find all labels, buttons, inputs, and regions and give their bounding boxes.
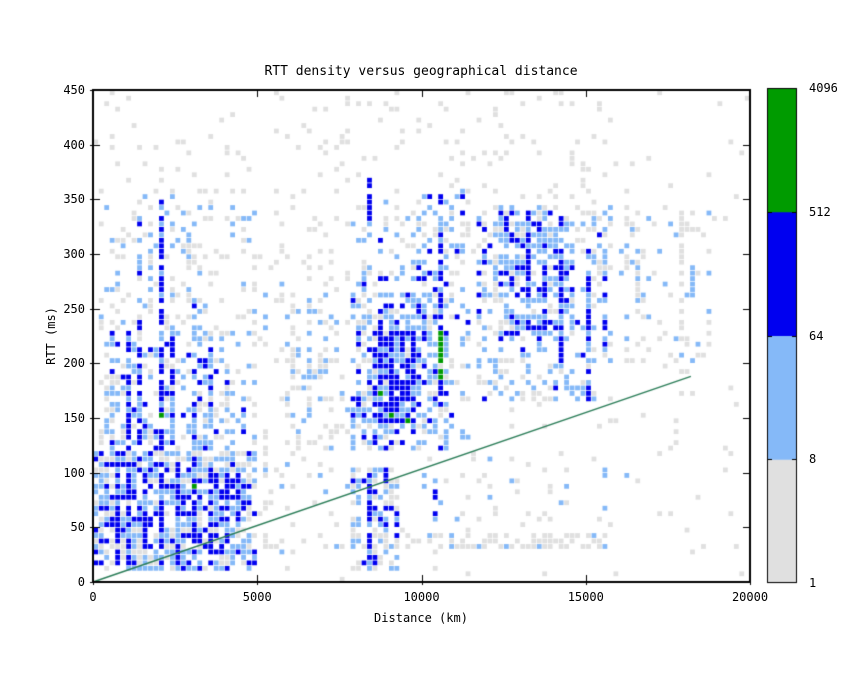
- colorbar-tick-label: 512: [809, 204, 831, 219]
- y-tick-label: 0: [77, 575, 85, 589]
- colorbar-tick-label: 8: [809, 452, 817, 467]
- x-axis-label: Distance (km): [374, 611, 468, 625]
- y-tick-label: 350: [63, 192, 85, 207]
- x-tick-label: 0: [89, 590, 97, 604]
- y-tick-label: 50: [70, 520, 85, 535]
- x-tick-label: 20000: [731, 590, 769, 604]
- x-tick-label: 15000: [567, 590, 604, 604]
- x-tick-label: 5000: [242, 590, 272, 604]
- y-tick-label: 100: [63, 465, 85, 480]
- y-tick-label: 400: [63, 137, 85, 152]
- colorbar-tick-label: 64: [809, 328, 824, 343]
- y-axis-label: RTT (ms): [44, 307, 58, 365]
- y-tick-label: 250: [63, 301, 85, 316]
- chart-title: RTT density versus geographical distance: [264, 64, 578, 79]
- y-tick-label: 200: [63, 356, 85, 371]
- colorbar-tick-label: 4096: [809, 81, 838, 95]
- y-tick-label: 150: [63, 411, 85, 425]
- x-tick-label: 10000: [403, 590, 440, 604]
- colorbar-tick-label: 1: [809, 576, 817, 590]
- y-tick-label: 300: [63, 247, 85, 261]
- y-tick-label: 450: [63, 83, 85, 97]
